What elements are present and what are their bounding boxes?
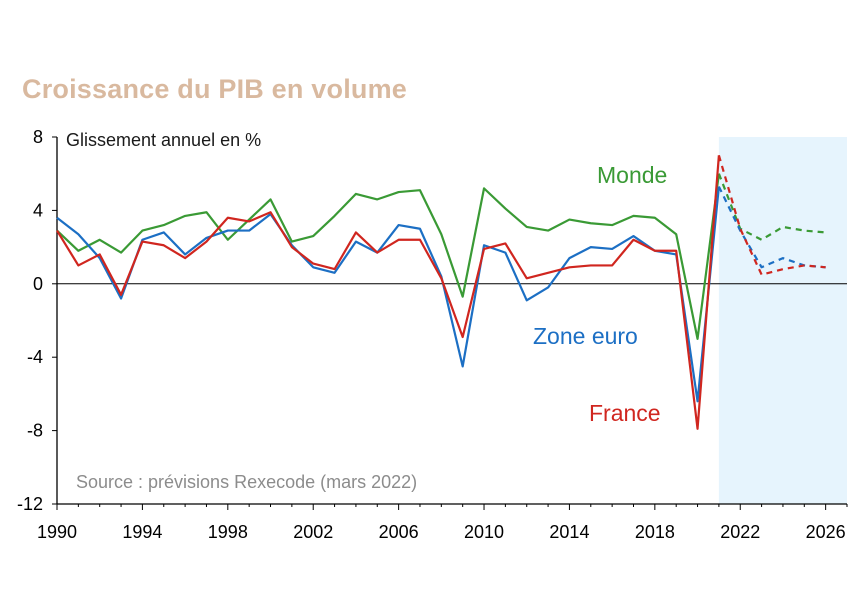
y-tick-label: 4 xyxy=(33,200,43,220)
x-tick-label: 1994 xyxy=(122,522,162,542)
x-tick-label: 1990 xyxy=(37,522,77,542)
series-line-france xyxy=(56,155,720,430)
y-axis-label: Glissement annuel en % xyxy=(66,130,261,150)
y-tick-label: -4 xyxy=(27,347,43,367)
x-tick-label: 2006 xyxy=(379,522,419,542)
series-label-monde: Monde xyxy=(597,162,667,188)
x-tick-label: 2002 xyxy=(293,522,333,542)
y-tick-label: 0 xyxy=(33,274,43,294)
x-tick-label: 2018 xyxy=(635,522,675,542)
chart-title: Croissance du PIB en volume xyxy=(22,74,408,104)
x-tick-label: 2022 xyxy=(720,522,760,542)
source-note: Source : prévisions Rexecode (mars 2022) xyxy=(76,472,417,492)
forecast-shading xyxy=(718,137,847,504)
y-tick-label: 8 xyxy=(33,127,43,147)
x-tick-label: 2010 xyxy=(464,522,504,542)
x-tick-label: 2026 xyxy=(806,522,846,542)
series-line-zone-euro xyxy=(56,186,720,403)
series-line-monde xyxy=(56,173,720,340)
series-label-france: France xyxy=(589,400,661,426)
y-tick-label: -12 xyxy=(17,494,43,514)
x-tick-label: 1998 xyxy=(208,522,248,542)
series-forecast-zone-euro xyxy=(717,186,826,269)
series-label-zone-euro: Zone euro xyxy=(533,323,638,349)
y-tick-label: -8 xyxy=(27,421,43,441)
x-tick-label: 2014 xyxy=(549,522,589,542)
